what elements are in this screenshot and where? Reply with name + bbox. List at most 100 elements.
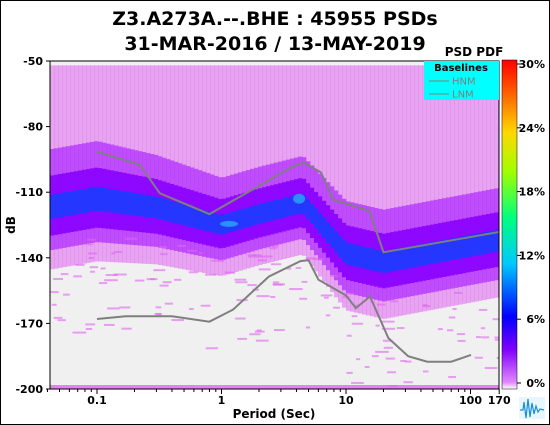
pdf-speckle [286,267,292,270]
pdf-speckle [351,381,364,384]
pdf-speckle [325,314,331,317]
pdf-cell [406,246,411,269]
pdf-cell [430,242,435,264]
chart-title: Z3.A273A.--.BHE : 45955 PSDs [112,8,437,30]
pdf-speckle [72,331,87,334]
pdf-cell [382,65,387,319]
x-tick-label: 100 [459,394,482,407]
pdf-cell [466,65,471,304]
pdf-cell [262,65,267,264]
colorbar-tick-label: 0% [526,377,545,390]
pdf-speckle [100,267,106,270]
pdf-speckle [224,271,236,274]
colorbar-ticks: 0% 6% 12% 18% 24% 30% [517,58,545,390]
pdf-cell [86,188,91,213]
pdf-speckle [63,293,70,296]
pdf-speckle [188,271,198,274]
pdf-speckle [389,300,398,303]
pdf-cell [410,65,415,314]
pdf-cell [362,65,367,315]
pdf-cell [54,193,59,219]
pdf-cell [366,247,371,270]
pdf-cell [246,207,251,228]
pdf-speckle [205,347,218,350]
pdf-speckle [289,288,303,291]
pdf-cell [342,240,347,262]
pdf-cell [390,249,395,272]
pdf-cell [154,196,159,219]
pdf-speckle [125,237,138,240]
pdf-speckle [474,356,483,359]
pdf-cell [162,198,167,221]
pdf-cell [94,186,99,211]
pdf-speckle [154,312,162,315]
pdf-speckle [437,328,443,331]
y-tick-label: -110 [15,186,43,199]
pdf-cell [214,213,219,234]
pdf-speckle [272,281,280,284]
pdf-cell [378,65,383,319]
pdf-cell [98,187,103,212]
pdf-cell [206,211,211,232]
pdf-speckle [356,358,361,361]
pdf-cell [150,195,155,218]
pdf-cell [494,65,499,298]
waveform-logo [519,397,545,419]
pdf-cell [354,244,359,267]
pdf-cell [58,193,63,218]
pdf-speckle [111,252,116,255]
pdf-speckle [382,339,393,342]
pdf-cell [110,189,115,213]
pdf-cell [386,65,391,319]
pdf-cell [446,65,451,307]
pdf-speckle [119,306,131,309]
pdf-speckle [88,252,98,255]
pdf-cell [82,189,87,214]
pdf-speckle [481,336,490,339]
pdf-speckle [448,316,456,319]
pdf-speckle [323,296,329,299]
pdf-cell [342,65,347,308]
pdf-speckle [255,339,269,342]
pdf-cell [358,245,363,268]
pdf-speckle [375,350,389,353]
pdf-cell [350,65,355,312]
pdf-cell [486,231,491,254]
pdf-cell [386,250,391,273]
pdf-cell [254,65,259,267]
x-tick-label: 170 [488,394,511,407]
x-axis-label: Period (Sec) [233,407,316,421]
pdf-speckle [90,270,95,273]
pdf-cell [174,202,179,224]
pdf-cell [258,65,263,265]
pdf-cell [314,65,319,272]
pdf-speckle [153,269,166,272]
pdf-speckle [134,279,145,282]
pdf-speckle [211,259,225,262]
pdf-speckle [494,338,499,341]
pdf-cell [366,65,371,316]
pdf-cell [482,232,487,255]
pdf-speckle [85,323,96,326]
series-hnm [96,150,499,254]
pdf-cell [358,65,363,314]
pdf-cell [442,65,447,308]
y-tick-label: -50 [23,55,43,68]
pdf-cell [242,65,247,270]
pdf-cell [298,193,303,214]
pdf-speckle [388,385,397,388]
pdf-speckle [476,336,482,339]
pdf-speckle [269,247,277,250]
pdf-speckle [198,252,204,255]
pdf-cell [402,65,407,316]
colorbar-label: PSD PDF [445,45,504,59]
pdf-cell [218,65,223,276]
pdf-speckle [60,273,69,276]
pdf-cell [314,208,319,229]
pdf-speckle [256,329,262,332]
legend: Baselines HNM LNM [424,61,499,101]
pdf-cell [450,238,455,261]
pdf-cell [194,207,199,229]
pdf-speckle [249,333,261,336]
pdf-speckle [375,324,380,327]
